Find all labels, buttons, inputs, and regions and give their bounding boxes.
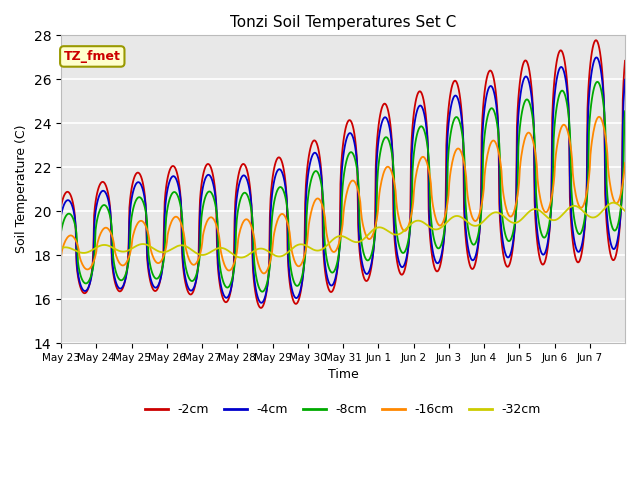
Y-axis label: Soil Temperature (C): Soil Temperature (C)	[15, 125, 28, 253]
Legend: -2cm, -4cm, -8cm, -16cm, -32cm: -2cm, -4cm, -8cm, -16cm, -32cm	[140, 398, 546, 421]
Text: TZ_fmet: TZ_fmet	[64, 50, 121, 63]
Title: Tonzi Soil Temperatures Set C: Tonzi Soil Temperatures Set C	[230, 15, 456, 30]
X-axis label: Time: Time	[328, 368, 358, 381]
